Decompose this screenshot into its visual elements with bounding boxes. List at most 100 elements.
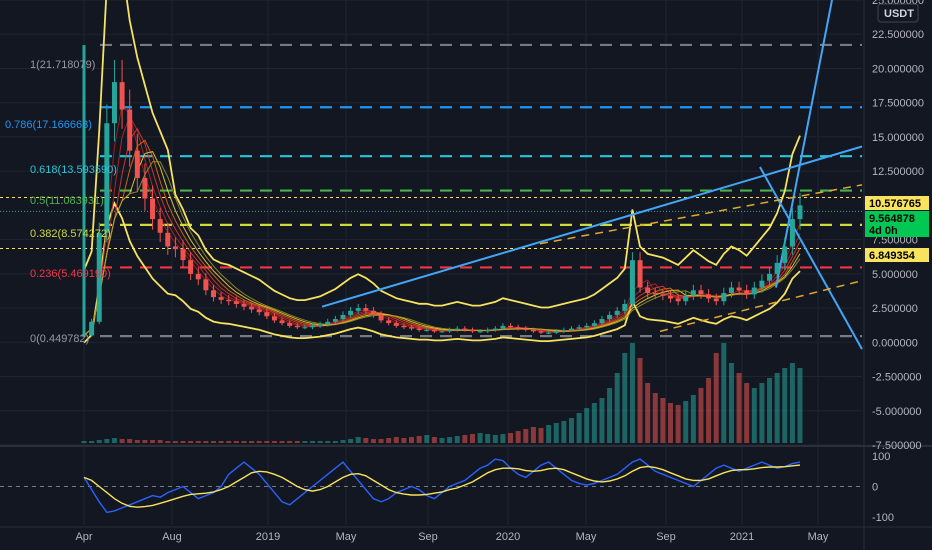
- candle-body: [310, 325, 316, 328]
- candle-body: [302, 327, 308, 329]
- candle-body: [119, 82, 125, 110]
- volume-bar: [523, 429, 529, 443]
- trendline-rising: [321, 145, 863, 308]
- indicator-tick-label: 100: [872, 451, 890, 463]
- volume-bar: [180, 441, 186, 443]
- volume-bar: [157, 440, 163, 443]
- candle-body: [713, 298, 719, 302]
- volume-bar: [165, 441, 171, 443]
- volume-bar: [485, 434, 491, 443]
- candle-body: [424, 329, 430, 331]
- candle-body: [614, 310, 620, 315]
- candle-body: [797, 205, 803, 220]
- time-tick-label: Apr: [75, 531, 92, 543]
- candle-body: [721, 293, 727, 302]
- volume-bar: [431, 437, 437, 443]
- volume-bar: [607, 388, 613, 443]
- price-tick-label: 7.500000: [872, 235, 918, 247]
- price-tag-last: 9.564878 4d 0h: [865, 211, 929, 237]
- volume-bar: [454, 436, 460, 443]
- candle-body: [165, 232, 171, 247]
- volume-bar: [325, 441, 331, 443]
- price-tick-label: 22.500000: [872, 29, 924, 41]
- candle-body: [591, 323, 597, 326]
- volume-bar: [310, 441, 316, 443]
- price-tick-label: 12.500000: [872, 166, 924, 178]
- volume-bar: [96, 440, 102, 443]
- candle-body: [233, 301, 239, 304]
- volume-bar: [203, 441, 209, 443]
- candle-body: [203, 279, 209, 291]
- candle-body: [401, 325, 407, 328]
- rsi-ma-line: [83, 464, 801, 508]
- candle-body: [759, 280, 765, 288]
- candle-body: [370, 310, 376, 315]
- volume-bar: [721, 343, 727, 443]
- candle-body: [629, 260, 635, 304]
- candle-body: [348, 310, 354, 315]
- fib-label-0382: 0.382(8.574272): [30, 228, 111, 240]
- candle-body: [431, 329, 437, 332]
- candle-body: [675, 298, 681, 302]
- channel-upper: [539, 184, 863, 245]
- volume-bar: [797, 368, 803, 443]
- volume-bar: [508, 433, 514, 443]
- candle-body: [584, 325, 590, 328]
- candle-body: [568, 328, 574, 330]
- candle-body: [660, 294, 666, 296]
- volume-bar: [645, 383, 651, 443]
- price-tick-label: 20.000000: [872, 63, 924, 75]
- volume-bar: [492, 435, 498, 443]
- time-tick-label: 2019: [256, 531, 280, 543]
- fib-label-0236: 0.236(5.469190): [30, 268, 111, 280]
- volume-bar: [751, 388, 757, 443]
- time-tick-label: 2020: [496, 531, 520, 543]
- volume-bar: [393, 437, 399, 443]
- volume-bar: [111, 438, 117, 443]
- candle-body: [241, 303, 247, 307]
- volume-bar: [789, 363, 795, 443]
- volume-bar: [249, 441, 255, 443]
- candle-body: [751, 287, 757, 295]
- volume-bar: [599, 398, 605, 443]
- candle-body: [652, 293, 658, 295]
- time-tick-label: May: [336, 531, 357, 543]
- volume-bar: [302, 441, 308, 443]
- volume-bar: [195, 441, 201, 443]
- candle-body: [226, 299, 232, 302]
- volume-bar: [119, 439, 125, 443]
- volume-bar: [256, 441, 262, 443]
- volume-bar: [736, 373, 742, 443]
- volume-bar: [355, 437, 361, 443]
- volume-bar: [530, 427, 536, 443]
- candle-body: [469, 329, 475, 332]
- volume-bar: [447, 437, 453, 443]
- volume-bar: [233, 441, 239, 443]
- candle-body: [279, 320, 285, 324]
- candle-body: [736, 287, 742, 291]
- candle-body: [249, 306, 255, 310]
- volume-bar: [348, 439, 354, 443]
- volume-bar: [142, 440, 148, 443]
- trendline-falling: [759, 166, 863, 350]
- price-tick-label: 17.500000: [872, 98, 924, 110]
- currency-badge[interactable]: [877, 3, 919, 23]
- volume-bar: [546, 425, 552, 443]
- volume-bar: [576, 413, 582, 443]
- candle-body: [523, 328, 529, 330]
- price-tick-label: -2.500000: [872, 372, 922, 384]
- volume-bar: [340, 440, 346, 443]
- candle-body: [355, 308, 361, 311]
- volume-bar: [500, 434, 506, 443]
- volume-bar: [416, 436, 422, 443]
- candle-body: [492, 328, 498, 330]
- candle-body: [576, 327, 582, 329]
- fib-label-1: 1(21.718079): [30, 59, 95, 71]
- time-tick-label: Sep: [418, 531, 438, 543]
- volume-bar: [561, 421, 567, 443]
- candle-body: [774, 262, 780, 274]
- candle-body: [378, 314, 384, 321]
- volume-bar: [363, 438, 369, 443]
